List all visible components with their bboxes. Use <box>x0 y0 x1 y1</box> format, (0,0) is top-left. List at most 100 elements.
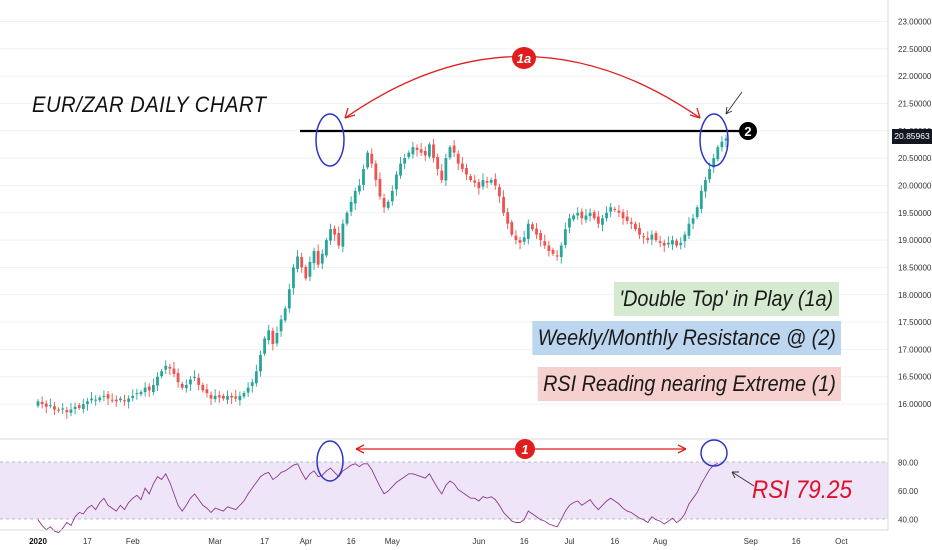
candle-body <box>259 354 262 372</box>
candle-body <box>493 178 497 186</box>
candle-body <box>333 228 337 235</box>
candle-body <box>180 383 184 388</box>
time-tick-label: Jun <box>472 537 485 546</box>
candle-body <box>481 179 485 187</box>
rsi-series-line <box>37 462 718 534</box>
note-rsi-extreme: RSI Reading nearing Extreme (1) <box>537 367 841 401</box>
candle-body <box>205 389 209 394</box>
candle-body <box>353 190 357 204</box>
candle-body <box>510 222 514 235</box>
time-tick-label: Oct <box>835 537 848 546</box>
price-tick-label: 19.50000 <box>898 209 932 218</box>
candle-body <box>460 163 464 170</box>
candle-body <box>423 151 427 156</box>
price-tick-label: 18.50000 <box>898 263 932 272</box>
candle-body <box>94 399 98 401</box>
candle-body <box>226 395 229 400</box>
label-1a: 1a <box>517 51 531 66</box>
candle-body <box>341 223 345 247</box>
rsi-circle-right <box>700 439 728 467</box>
price-tick-label: 22.50000 <box>898 45 932 54</box>
candle-body <box>415 147 419 150</box>
candle-body <box>448 147 452 158</box>
time-tick-label: Aug <box>653 537 667 546</box>
candle-body <box>197 377 201 385</box>
candle-body <box>366 152 369 168</box>
candle-body <box>638 228 641 235</box>
candle-body <box>650 234 654 240</box>
candle-body <box>609 207 613 212</box>
time-tick-label: Mar <box>208 537 222 546</box>
rsi-axis: 40.00 60.00 80.00 <box>898 458 919 524</box>
price-tick-label: 20.00000 <box>898 181 932 190</box>
candle-body <box>40 401 44 405</box>
candle-body <box>473 180 477 183</box>
rsi-pointer-arrow <box>731 471 755 487</box>
candle-body <box>712 158 716 168</box>
candle-body <box>238 395 242 401</box>
time-tick-label: May <box>385 537 400 546</box>
candle-body <box>708 169 711 180</box>
candle-body <box>316 251 320 265</box>
candle-body <box>675 240 678 246</box>
candle-body <box>242 393 246 397</box>
candle-body <box>654 232 658 241</box>
candle-body <box>176 372 180 383</box>
time-tick-label: Feb <box>126 537 140 546</box>
candle-body <box>357 185 361 192</box>
candle-body <box>617 210 621 213</box>
note-double-top: 'Double Top' in Play (1a) <box>613 282 838 316</box>
candle-body <box>36 401 40 406</box>
candle-body <box>601 218 604 225</box>
candle-body <box>592 212 596 219</box>
candle-body <box>576 212 580 216</box>
candle-body <box>86 401 89 405</box>
candle-body <box>444 158 448 181</box>
candle-body <box>349 201 353 212</box>
candle-body <box>362 169 365 185</box>
candle-body <box>48 405 52 407</box>
label-1: 1 <box>521 442 528 457</box>
candle-body <box>345 212 349 224</box>
candle-body <box>119 398 122 401</box>
candle-body <box>568 218 571 228</box>
candle-body <box>127 398 131 402</box>
last-price-tag: 20.85963 <box>892 129 932 144</box>
price-tick-label: 17.00000 <box>898 345 932 354</box>
candle-body <box>283 308 287 321</box>
candle-body <box>671 240 674 245</box>
candle-body <box>374 163 378 180</box>
candle-body <box>279 319 283 332</box>
label-2-badge <box>739 122 757 140</box>
candle-body <box>642 236 646 238</box>
candle-body <box>77 405 81 408</box>
candle-body <box>596 216 600 224</box>
candle-body <box>193 376 196 378</box>
candle-body <box>543 241 547 246</box>
candle-body <box>44 403 48 407</box>
candle-body <box>403 158 407 164</box>
candle-body <box>230 395 234 398</box>
candle-body <box>246 387 250 393</box>
rsi-tick-label: 60.00 <box>898 487 919 496</box>
rsi-circle-left <box>316 440 344 482</box>
candle-body <box>522 237 526 242</box>
candle-body <box>172 368 176 375</box>
candle-body <box>469 176 472 180</box>
candle-body <box>292 267 295 289</box>
price-tick-label: 23.00000 <box>898 17 932 26</box>
candle-body <box>275 333 279 344</box>
candle-body <box>428 144 431 157</box>
candle-body <box>131 395 135 399</box>
candle-body <box>110 399 114 401</box>
candle-body <box>382 198 386 208</box>
candle-body <box>106 394 110 399</box>
price-axis: 16.00000 16.50000 17.00000 17.50000 18.00000… <box>898 17 932 409</box>
candle-body <box>304 266 308 279</box>
candle-body <box>263 338 266 354</box>
candle-body <box>498 187 501 197</box>
candle-body <box>168 366 172 369</box>
candle-body <box>621 212 625 219</box>
candle-body <box>518 240 522 243</box>
